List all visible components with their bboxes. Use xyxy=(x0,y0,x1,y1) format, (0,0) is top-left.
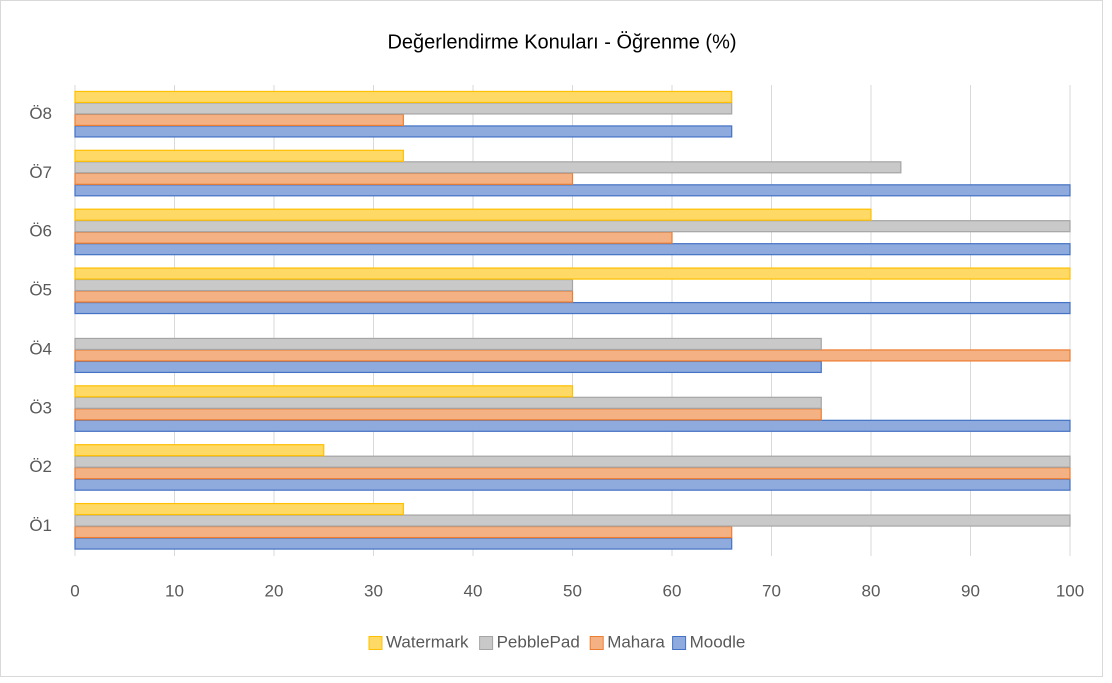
bar xyxy=(74,113,404,127)
y-tick-label: Ö5 xyxy=(29,281,52,300)
y-tick-label: Ö7 xyxy=(29,163,52,182)
bar xyxy=(74,172,574,185)
x-tick-label: 10 xyxy=(165,581,184,600)
y-tick-label: Ö2 xyxy=(29,457,52,476)
bar xyxy=(74,349,1071,362)
bar xyxy=(74,290,574,303)
bar xyxy=(74,125,733,138)
x-tick-label: 90 xyxy=(961,581,980,600)
x-tick-label: 80 xyxy=(862,581,881,600)
y-tick-label: Ö8 xyxy=(29,104,52,123)
bar xyxy=(74,444,325,457)
bar xyxy=(74,220,1071,233)
bar xyxy=(74,478,1071,491)
bar xyxy=(74,537,733,550)
bar xyxy=(74,90,733,104)
bar xyxy=(74,337,822,351)
legend-label: Moodle xyxy=(690,632,746,651)
bar xyxy=(74,502,404,516)
legend-swatch xyxy=(589,636,604,650)
y-tick-label: Ö4 xyxy=(29,339,52,358)
legend-label: Mahara xyxy=(607,632,665,651)
legend-label: PebblePad xyxy=(497,632,580,651)
x-tick-label: 30 xyxy=(364,581,383,600)
y-tick-label: Ö3 xyxy=(29,398,52,417)
bar xyxy=(74,243,1071,256)
y-tick-label: Ö1 xyxy=(29,516,52,535)
x-tick-label: 40 xyxy=(464,581,483,600)
legend-swatch xyxy=(479,636,494,650)
bar xyxy=(74,385,574,398)
bar xyxy=(74,514,1071,527)
bar xyxy=(74,396,822,409)
x-tick-label: 100 xyxy=(1056,581,1084,600)
bar xyxy=(74,231,673,244)
bar xyxy=(74,278,574,292)
bar xyxy=(74,467,1071,480)
x-tick-label: 50 xyxy=(563,581,582,600)
bar xyxy=(74,455,1071,468)
bar xyxy=(74,161,902,174)
bar xyxy=(74,149,404,162)
legend-swatch xyxy=(368,636,383,650)
y-tick-label: Ö6 xyxy=(29,222,52,241)
bar xyxy=(74,301,1071,315)
bar xyxy=(74,208,872,221)
x-tick-label: 0 xyxy=(70,581,79,600)
x-tick-label: 70 xyxy=(762,581,781,600)
legend-label: Watermark xyxy=(386,632,469,651)
x-tick-label: 60 xyxy=(663,581,682,600)
chart-title: Değerlendirme Konuları - Öğrenme (%) xyxy=(387,31,736,53)
bar xyxy=(74,267,1071,280)
bar xyxy=(74,419,1071,432)
bar xyxy=(74,525,733,539)
x-tick-label: 20 xyxy=(265,581,284,600)
legend-swatch xyxy=(672,636,687,650)
bar xyxy=(74,184,1071,197)
bar xyxy=(74,408,822,421)
bar xyxy=(74,360,822,374)
bar xyxy=(74,102,733,115)
